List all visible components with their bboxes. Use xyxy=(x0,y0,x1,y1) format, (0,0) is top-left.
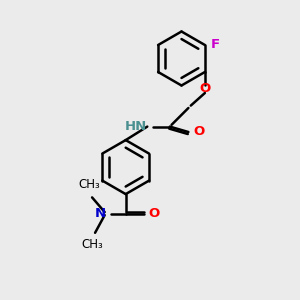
Text: HN: HN xyxy=(124,120,147,133)
Text: O: O xyxy=(193,125,204,139)
Text: O: O xyxy=(149,207,160,220)
Text: N: N xyxy=(94,207,106,220)
Text: F: F xyxy=(210,38,219,52)
Text: CH₃: CH₃ xyxy=(82,238,104,251)
Text: O: O xyxy=(199,82,211,95)
Text: CH₃: CH₃ xyxy=(79,178,100,191)
